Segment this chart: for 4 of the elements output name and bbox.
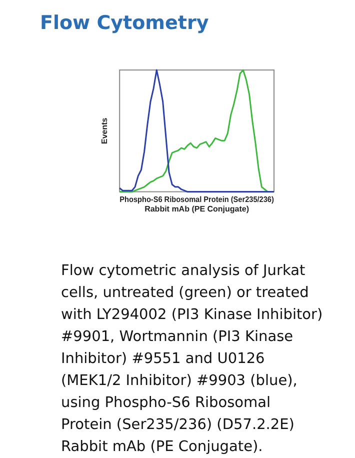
x-axis-title: Phospho-S6 Ribosomal Protein (Ser235/236) Rabbit mAb (PE Conjugate) <box>120 194 274 214</box>
text: Flow cytometric analysis of Jurkat cells, untreated (green) or treated with LY294002 (PI3 Kinase Inhibitor) #9901, Wortmannin (PI3 Kinase Inhibitor) #9551 and U0126 (MEK1/2 Inhibitor) #9903 (blue), using Phospho-S6 Ribosomal Protein (Ser235/236) (D57.2.2E) Rabbit mAb (PE Conjugate). <box>61 263 323 455</box>
chart-title: Flow Cytometry <box>40 12 209 34</box>
y-axis-title: Events <box>100 117 110 144</box>
